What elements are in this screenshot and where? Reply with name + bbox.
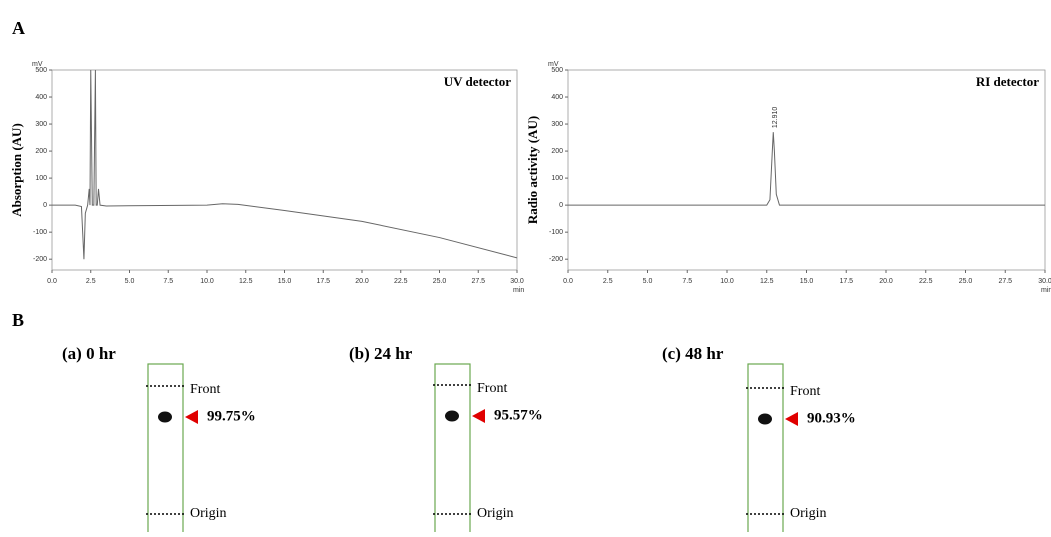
tlc-title: (a) 0 hr bbox=[62, 344, 116, 363]
tlc-strip bbox=[148, 364, 183, 532]
x-tick-label: 12.5 bbox=[760, 278, 774, 285]
x-tick-label: 2.5 bbox=[86, 278, 96, 285]
y-tick-label: 0 bbox=[559, 202, 563, 209]
front-label: Front bbox=[190, 382, 220, 397]
tlc-strip bbox=[748, 364, 783, 532]
y-axis-label: Absorption (AU) bbox=[9, 123, 24, 217]
x-tick-label: 20.0 bbox=[355, 278, 369, 285]
y-tick-label: 300 bbox=[35, 121, 47, 128]
x-tick-label: 22.5 bbox=[394, 278, 408, 285]
y-tick-label: 500 bbox=[551, 67, 563, 74]
panel-label: B bbox=[12, 310, 24, 330]
x-tick-label: 27.5 bbox=[998, 278, 1012, 285]
y-tick-label: -200 bbox=[549, 256, 563, 263]
x-tick-label: 30.0 bbox=[510, 278, 524, 285]
x-tick-label: 30.0 bbox=[1038, 278, 1051, 285]
y-tick-label: 400 bbox=[551, 94, 563, 101]
y-unit: mV bbox=[548, 61, 559, 68]
x-tick-label: 0.0 bbox=[563, 278, 573, 285]
spot bbox=[758, 414, 772, 425]
x-tick-label: 7.5 bbox=[682, 278, 692, 285]
y-unit: mV bbox=[32, 61, 43, 68]
y-tick-label: 500 bbox=[35, 67, 47, 74]
y-axis-label: Radio activity (AU) bbox=[525, 116, 540, 224]
x-tick-label: 27.5 bbox=[471, 278, 485, 285]
origin-label: Origin bbox=[190, 506, 227, 521]
origin-label: Origin bbox=[477, 506, 514, 521]
x-unit: min bbox=[1041, 287, 1051, 294]
y-tick-label: -100 bbox=[33, 229, 47, 236]
x-tick-label: 15.0 bbox=[278, 278, 292, 285]
tlc-strip bbox=[435, 364, 470, 532]
x-tick-label: 25.0 bbox=[433, 278, 447, 285]
y-tick-label: 100 bbox=[35, 175, 47, 182]
x-tick-label: 7.5 bbox=[163, 278, 173, 285]
x-tick-label: 25.0 bbox=[959, 278, 973, 285]
plot-frame bbox=[568, 70, 1045, 270]
spot bbox=[158, 412, 172, 423]
x-tick-label: 10.0 bbox=[720, 278, 734, 285]
x-tick-label: 5.0 bbox=[643, 278, 653, 285]
x-tick-label: 5.0 bbox=[125, 278, 135, 285]
front-label: Front bbox=[790, 384, 820, 399]
chart-title: UV detector bbox=[444, 74, 511, 89]
x-tick-label: 0.0 bbox=[47, 278, 57, 285]
x-tick-label: 2.5 bbox=[603, 278, 613, 285]
y-tick-label: 300 bbox=[551, 121, 563, 128]
figure: A B -200 -100 0 100 200 300 400 500 0.0 2.5 5.0 7.5… bbox=[0, 0, 1051, 532]
x-tick-label: 15.0 bbox=[800, 278, 814, 285]
y-tick-label: 200 bbox=[35, 148, 47, 155]
x-unit: min bbox=[513, 287, 524, 294]
line-series bbox=[568, 132, 1045, 205]
purity-label: 90.93% bbox=[807, 410, 856, 426]
x-tick-label: 17.5 bbox=[316, 278, 330, 285]
purity-label: 95.57% bbox=[494, 407, 543, 423]
spot bbox=[445, 411, 459, 422]
x-tick-label: 10.0 bbox=[200, 278, 214, 285]
y-tick-label: 400 bbox=[35, 94, 47, 101]
x-tick-label: 22.5 bbox=[919, 278, 933, 285]
arrow bbox=[472, 409, 485, 423]
tlc-title: (c) 48 hr bbox=[662, 344, 724, 363]
x-tick-label: 12.5 bbox=[239, 278, 253, 285]
x-tick-label: 17.5 bbox=[839, 278, 853, 285]
y-tick-label: -100 bbox=[549, 229, 563, 236]
peak-label: 12.910 bbox=[772, 107, 779, 129]
y-tick-label: 200 bbox=[551, 148, 563, 155]
tlc-title: (b) 24 hr bbox=[349, 344, 413, 363]
purity-label: 99.75% bbox=[207, 408, 256, 424]
chart-title: RI detector bbox=[976, 74, 1039, 89]
y-tick-label: 100 bbox=[551, 175, 563, 182]
y-tick-label: -200 bbox=[33, 256, 47, 263]
y-tick-label: 0 bbox=[43, 202, 47, 209]
line-series bbox=[52, 70, 517, 259]
origin-label: Origin bbox=[790, 506, 827, 521]
panel-label: A bbox=[12, 18, 25, 38]
front-label: Front bbox=[477, 381, 507, 396]
arrow bbox=[185, 410, 198, 424]
arrow bbox=[785, 412, 798, 426]
x-tick-label: 20.0 bbox=[879, 278, 893, 285]
